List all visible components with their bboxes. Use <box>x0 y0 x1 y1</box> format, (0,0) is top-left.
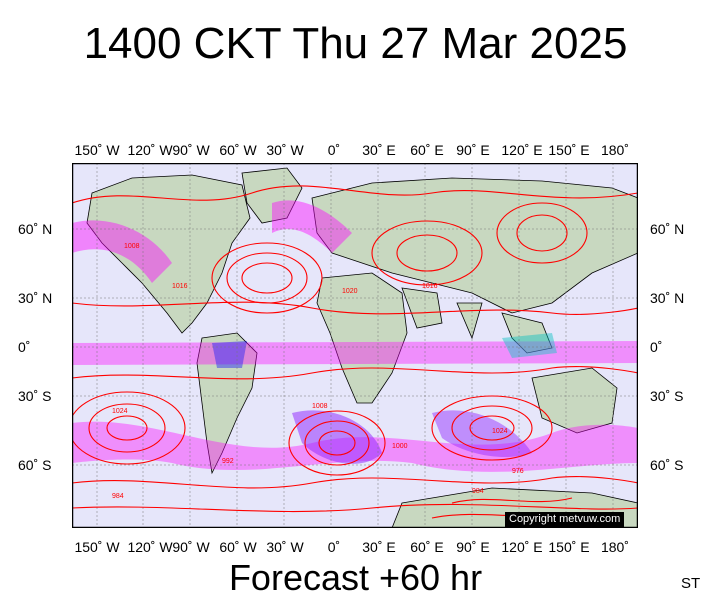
weather-map-svg: 1008 1016 1024 1000 992 984 976 1020 101… <box>71 162 639 529</box>
lat-tick-right-30n: 30˚ N <box>650 290 685 306</box>
forecast-label: Forecast +60 hr <box>228 557 483 598</box>
precip-amazon <box>212 341 247 368</box>
isobar-line <box>451 497 573 504</box>
isobar-ring <box>371 220 483 286</box>
isobar-ring <box>211 242 323 314</box>
lon-tick-top-60e: 60˚ E <box>410 142 444 158</box>
isobar-ring <box>516 214 568 252</box>
land-europe-asia <box>311 177 638 314</box>
precip-south-atlantic-low <box>292 410 382 464</box>
isobar-label: 1008 <box>124 243 140 250</box>
copyright-label: Copyright metvuw.com <box>505 512 625 527</box>
isobar-line <box>72 503 638 513</box>
isobar-ring <box>469 415 515 441</box>
lon-tick-top-150w: 150˚ W <box>74 142 120 158</box>
isobar-label: 1000 <box>392 443 408 450</box>
lon-tick-bottom-30e: 30˚ E <box>362 539 396 555</box>
lon-tick-bottom-120w: 120˚ W <box>127 539 173 555</box>
lat-tick-left-30s: 30˚ S <box>18 388 52 404</box>
land-masses <box>86 167 638 528</box>
isobar-label: 984 <box>472 488 484 495</box>
isobar-label: 1024 <box>112 408 128 415</box>
lon-tick-bottom-60e: 60˚ E <box>410 539 444 555</box>
isobars <box>72 185 638 519</box>
lon-tick-top-120w: 120˚ W <box>127 142 173 158</box>
lon-tick-top-0: 0˚ <box>327 142 341 158</box>
lon-tick-top-120e: 120˚ E <box>501 142 543 158</box>
isobar-ring <box>396 234 458 272</box>
lon-tick-top-90w: 90˚ W <box>172 142 210 158</box>
lat-tick-left-30n: 30˚ N <box>18 290 53 306</box>
precip-maritime <box>502 333 557 358</box>
precip-atlantic <box>272 200 352 253</box>
isobar-ring <box>288 410 386 476</box>
lat-tick-left-0: 0˚ <box>18 339 31 355</box>
lat-tick-right-0: 0˚ <box>650 339 663 355</box>
isobar-line <box>72 476 638 489</box>
lon-tick-bottom-120e: 120˚ E <box>501 539 543 555</box>
isobar-label: 976 <box>512 468 524 475</box>
isobar-line <box>72 185 638 204</box>
lon-tick-bottom-180: 180˚ <box>600 539 630 555</box>
isobar-line <box>72 366 638 380</box>
lon-tick-bottom-90w: 90˚ W <box>172 539 210 555</box>
isobar-label: 1008 <box>312 403 328 410</box>
lon-tick-bottom-0: 0˚ <box>327 539 341 555</box>
lat-tick-right-60s: 60˚ S <box>650 457 684 473</box>
isobar-label: 1016 <box>422 283 438 290</box>
isobar-ring <box>496 202 588 264</box>
lat-tick-right-30s: 30˚ S <box>650 388 684 404</box>
graticule <box>72 163 638 528</box>
lon-tick-top-30w: 30˚ W <box>266 142 304 158</box>
isobar-labels: 1008 1016 1024 1000 992 984 976 1020 101… <box>112 243 524 500</box>
isobar-label: 992 <box>222 458 234 465</box>
lat-tick-left-60s: 60˚ S <box>18 457 52 473</box>
lon-tick-bottom-150w: 150˚ W <box>74 539 120 555</box>
lon-tick-top-90e: 90˚ E <box>456 142 490 158</box>
land-greenland <box>241 167 303 224</box>
precipitation-bands <box>72 200 638 472</box>
isobar-ring <box>241 262 293 294</box>
lon-tick-bottom-150e: 150˚ E <box>548 539 590 555</box>
lon-tick-top-60w: 60˚ W <box>219 142 257 158</box>
precip-southern-band <box>72 421 638 472</box>
lon-tick-bottom-30w: 30˚ W <box>266 539 304 555</box>
isobar-ring <box>88 403 166 453</box>
isobar-ring <box>431 395 553 461</box>
isobar-ring <box>304 420 370 466</box>
land-south-america <box>196 332 258 475</box>
precip-indian-ocean <box>432 410 532 458</box>
land-australia <box>531 367 618 434</box>
map-title: 1400 CKT Thu 27 Mar 2025 <box>83 19 628 68</box>
isobar-label: 1024 <box>492 428 508 435</box>
land-arabia-india <box>401 287 483 340</box>
isobar-label: 1020 <box>342 288 358 295</box>
map-frame <box>71 162 639 529</box>
lat-tick-right-60n: 60˚ N <box>650 221 685 237</box>
isobar-label: 984 <box>112 493 124 500</box>
isobar-line <box>72 301 638 315</box>
lon-tick-bottom-60w: 60˚ W <box>219 539 257 555</box>
lat-tick-left-60n: 60˚ N <box>18 221 53 237</box>
isobar-ring <box>72 391 186 465</box>
land-africa <box>316 272 408 404</box>
isobar-ring <box>318 430 356 456</box>
weather-map: 1008 1016 1024 1000 992 984 976 1020 101… <box>71 162 639 529</box>
isobar-label: 1016 <box>172 283 188 290</box>
isobar-ring <box>451 405 533 451</box>
isobar-ring <box>106 415 148 441</box>
lon-tick-bottom-90e: 90˚ E <box>456 539 490 555</box>
lon-tick-top-150e: 150˚ E <box>548 142 590 158</box>
lon-tick-top-180: 180˚ <box>600 142 630 158</box>
land-southeast-asia <box>501 312 553 354</box>
land-north-america <box>86 174 251 334</box>
lon-tick-top-30e: 30˚ E <box>362 142 396 158</box>
corner-label: ST <box>681 575 701 592</box>
